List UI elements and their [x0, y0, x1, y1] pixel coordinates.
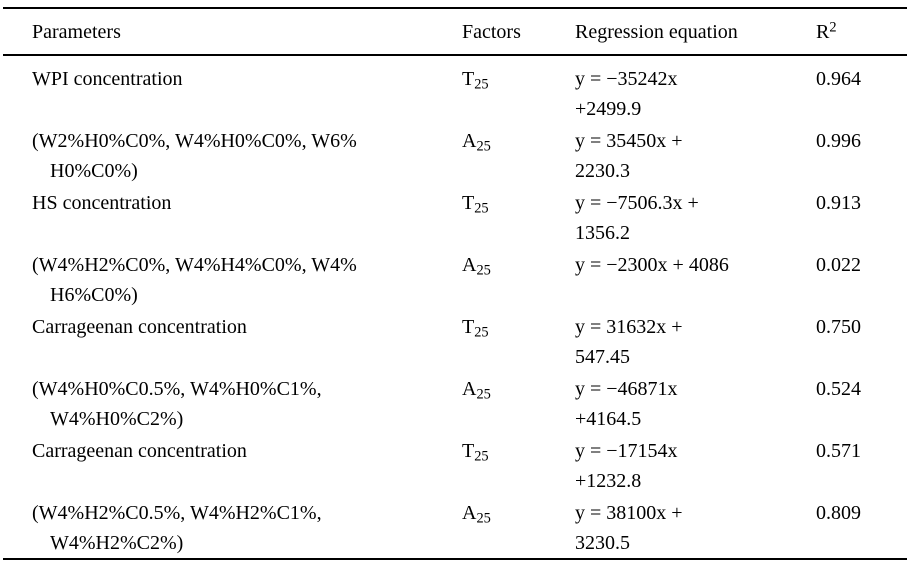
- cell-factor: A25: [462, 124, 575, 186]
- cell-parameters: (W4%H2%C0%, W4%H4%C0%, W4% H6%C0%): [3, 248, 462, 310]
- parameter-text: W4%H0%C2%): [50, 408, 184, 430]
- header-r-squared: R2: [816, 8, 907, 56]
- table-row: Carrageenan concentration T25 y = −17154x +…: [3, 434, 907, 496]
- parameter-text: (W4%H2%C0%, W4%H4%C0%, W4%: [32, 254, 357, 276]
- factor-symbol: A: [462, 130, 477, 152]
- header-factors: Factors: [462, 8, 575, 56]
- header-r-squared-base: R: [816, 21, 830, 43]
- parameter-text: Carrageenan concentration: [32, 440, 247, 462]
- parameter-text: (W2%H0%C0%, W4%H0%C0%, W6%: [32, 130, 357, 152]
- cell-parameters: Carrageenan concentration: [3, 310, 462, 372]
- parameter-text: WPI concentration: [32, 68, 183, 90]
- factor-subscript: 25: [474, 448, 489, 465]
- equation-text: 2230.3: [575, 160, 630, 182]
- cell-r-squared: 0.571: [816, 440, 861, 462]
- cell-parameters: (W2%H0%C0%, W4%H0%C0%, W6% H0%C0%): [3, 124, 462, 186]
- parameter-text: (W4%H2%C0.5%, W4%H2%C1%,: [32, 502, 322, 524]
- cell-parameters: (W4%H0%C0.5%, W4%H0%C1%, W4%H0%C2%): [3, 372, 462, 434]
- cell-factor: A25: [462, 372, 575, 434]
- cell-factor: T25: [462, 310, 575, 372]
- header-factors-label: Factors: [462, 21, 521, 43]
- cell-r-squared: 0.750: [816, 316, 861, 338]
- factor-subscript: 25: [476, 138, 491, 155]
- factor-symbol: A: [462, 254, 477, 276]
- factor-symbol: T: [462, 192, 475, 214]
- cell-equation: y = −17154x +1232.8: [575, 434, 816, 496]
- factor-subscript: 25: [476, 510, 491, 527]
- table-row: HS concentration T25 y = −7506.3x +1356.2 0…: [3, 186, 907, 248]
- cell-factor: T25: [462, 186, 575, 248]
- cell-r-squared: 0.809: [816, 502, 861, 524]
- regression-results-table: Parameters Factors Regression equation R…: [3, 7, 907, 560]
- cell-factor: T25: [462, 55, 575, 124]
- header-regression-equation: Regression equation: [575, 8, 816, 56]
- header-r-squared-exponent: 2: [829, 19, 837, 36]
- factor-symbol: T: [462, 68, 475, 90]
- factor-symbol: T: [462, 316, 475, 338]
- cell-factor: A25: [462, 496, 575, 559]
- equation-text: y = −46871x: [575, 378, 678, 400]
- cell-factor: A25: [462, 248, 575, 310]
- table-header: Parameters Factors Regression equation R…: [3, 8, 907, 56]
- table-row: WPI concentration T25 y = −35242x +2499.9 0.…: [3, 55, 907, 124]
- factor-symbol: A: [462, 502, 477, 524]
- factor-subscript: 25: [474, 324, 489, 341]
- parameter-text: (W4%H0%C0.5%, W4%H0%C1%,: [32, 378, 322, 400]
- equation-text: y = −2300x + 4086: [575, 254, 729, 276]
- cell-equation: y = −35242x +2499.9: [575, 55, 816, 124]
- factor-symbol: A: [462, 378, 477, 400]
- table-row: (W4%H2%C0.5%, W4%H2%C1%, W4%H2%C2%) A25 y =…: [3, 496, 907, 559]
- cell-equation: y = 31632x + 547.45: [575, 310, 816, 372]
- header-row: Parameters Factors Regression equation R…: [3, 8, 907, 56]
- factor-symbol: T: [462, 440, 475, 462]
- cell-parameters: HS concentration: [3, 186, 462, 248]
- cell-equation: y = 35450x + 2230.3: [575, 124, 816, 186]
- factor-subscript: 25: [476, 262, 491, 279]
- cell-parameters: WPI concentration: [3, 55, 462, 124]
- cell-factor: T25: [462, 434, 575, 496]
- cell-r-squared: 0.022: [816, 254, 861, 276]
- equation-text: 3230.5: [575, 532, 630, 554]
- factor-subscript: 25: [474, 200, 489, 217]
- cell-equation: y = −46871x +4164.5: [575, 372, 816, 434]
- equation-text: y = 35450x +: [575, 130, 683, 152]
- cell-r-squared: 0.964: [816, 68, 861, 90]
- factor-subscript: 25: [474, 76, 489, 93]
- parameter-text: Carrageenan concentration: [32, 316, 247, 338]
- cell-r-squared: 0.524: [816, 378, 861, 400]
- equation-text: 1356.2: [575, 222, 630, 244]
- factor-subscript: 25: [476, 386, 491, 403]
- table-row: (W4%H0%C0.5%, W4%H0%C1%, W4%H0%C2%) A25 y =…: [3, 372, 907, 434]
- equation-text: +1232.8: [575, 470, 642, 492]
- equation-text: 547.45: [575, 346, 630, 368]
- equation-text: y = −7506.3x +: [575, 192, 699, 214]
- table-row: Carrageenan concentration T25 y = 31632x +…: [3, 310, 907, 372]
- parameter-text: H0%C0%): [50, 160, 138, 182]
- equation-text: +2499.9: [575, 98, 642, 120]
- equation-text: y = −35242x: [575, 68, 678, 90]
- parameter-text: H6%C0%): [50, 284, 138, 306]
- header-parameters: Parameters: [3, 8, 462, 56]
- header-regression-equation-label: Regression equation: [575, 21, 738, 43]
- equation-text: +4164.5: [575, 408, 642, 430]
- header-parameters-label: Parameters: [32, 21, 121, 43]
- table-row: (W4%H2%C0%, W4%H4%C0%, W4% H6%C0%) A25 y = …: [3, 248, 907, 310]
- table-body: WPI concentration T25 y = −35242x +2499.9 0.…: [3, 55, 907, 559]
- equation-text: y = 38100x +: [575, 502, 683, 524]
- parameter-text: W4%H2%C2%): [50, 532, 184, 554]
- parameter-text: HS concentration: [32, 192, 172, 214]
- table-row: (W2%H0%C0%, W4%H0%C0%, W6% H0%C0%) A25 y = …: [3, 124, 907, 186]
- cell-equation: y = 38100x + 3230.5: [575, 496, 816, 559]
- cell-equation: y = −2300x + 4086: [575, 248, 816, 310]
- cell-parameters: Carrageenan concentration: [3, 434, 462, 496]
- cell-r-squared: 0.913: [816, 192, 861, 214]
- cell-r-squared: 0.996: [816, 130, 861, 152]
- equation-text: y = 31632x +: [575, 316, 683, 338]
- cell-equation: y = −7506.3x + 1356.2: [575, 186, 816, 248]
- cell-parameters: (W4%H2%C0.5%, W4%H2%C1%, W4%H2%C2%): [3, 496, 462, 559]
- equation-text: y = −17154x: [575, 440, 678, 462]
